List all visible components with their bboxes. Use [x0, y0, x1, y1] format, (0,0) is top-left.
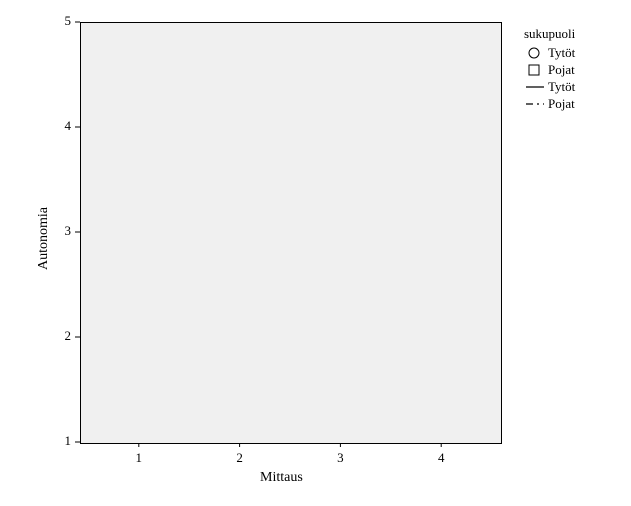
- legend-entry-label: Pojat: [548, 96, 575, 112]
- y-tick-label: 2: [59, 328, 71, 344]
- x-tick-label: 4: [433, 450, 449, 466]
- y-tick-label: 3: [59, 223, 71, 239]
- x-tick-label: 2: [232, 450, 248, 466]
- x-tick-label: 3: [332, 450, 348, 466]
- x-tick-label: 1: [131, 450, 147, 466]
- y-tick-label: 1: [59, 433, 71, 449]
- y-axis-label: Autonomia: [36, 207, 52, 270]
- chart-container: { "chart": { "type": "line", "plot": { "…: [0, 0, 631, 506]
- legend-entry-label: Tytöt: [548, 79, 575, 95]
- y-tick-label: 5: [59, 13, 71, 29]
- legend-entry-label: Tytöt: [548, 45, 575, 61]
- x-axis-label: Mittaus: [260, 470, 303, 486]
- legend-title: sukupuoli: [524, 26, 575, 42]
- legend-entry-label: Pojat: [548, 62, 575, 78]
- y-tick-label: 4: [59, 118, 71, 134]
- plot-area: [80, 22, 502, 444]
